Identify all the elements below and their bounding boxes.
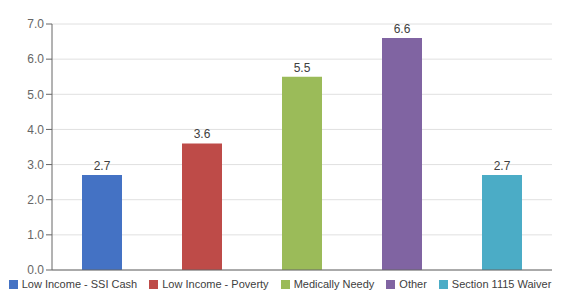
html-text:Section 1115 Waiver: Section 1115 Waiver	[451, 278, 552, 290]
html-text:Low Income - SSI Cash: Low Income - SSI Cash	[21, 278, 138, 290]
svg-text:7.0: 7.0	[27, 17, 44, 31]
html-text:Medically Needy: Medically Needy	[293, 278, 375, 290]
svg-text:0.0: 0.0	[27, 263, 44, 277]
svg-text:4.0: 4.0	[27, 123, 44, 137]
svg-text:2.7: 2.7	[94, 159, 111, 173]
svg-text:5.0: 5.0	[27, 88, 44, 102]
html-text:Other: Other	[399, 278, 427, 290]
svg-text:5.5: 5.5	[294, 61, 311, 75]
svg-text:6.6: 6.6	[394, 22, 411, 36]
html-text:Low Income - Poverty: Low Income - Poverty	[162, 278, 269, 290]
svg-text:2.0: 2.0	[27, 193, 44, 207]
svg-text:1.0: 1.0	[27, 228, 44, 242]
svg-text:6.0: 6.0	[27, 52, 44, 66]
svg-text:3.0: 3.0	[27, 158, 44, 172]
svg-text:3.6: 3.6	[194, 127, 211, 141]
svg-text:2.7: 2.7	[494, 159, 511, 173]
